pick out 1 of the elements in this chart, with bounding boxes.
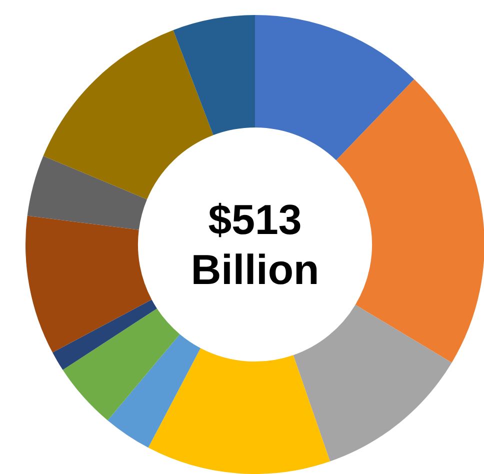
text: $513 Billion xyxy=(190,195,320,295)
